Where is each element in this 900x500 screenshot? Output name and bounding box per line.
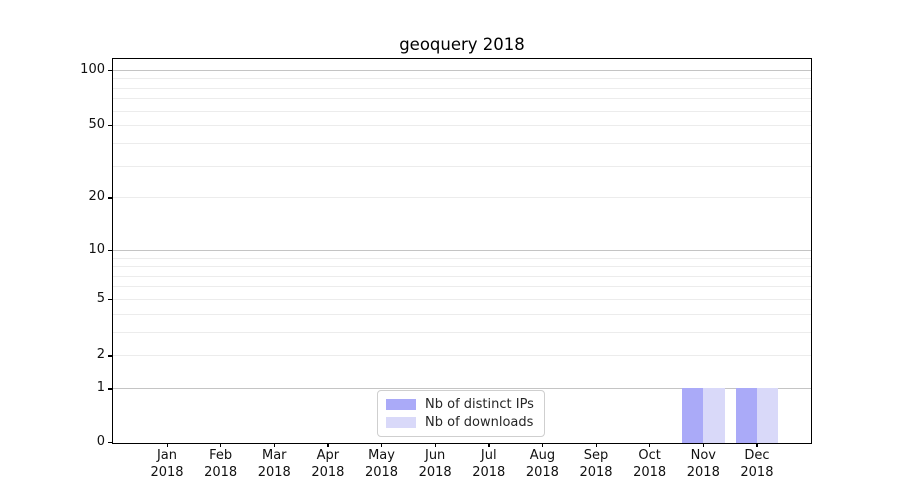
gridline-major: [113, 249, 811, 251]
legend-swatch-downloads: [386, 417, 416, 428]
gridline-minor: [113, 78, 811, 80]
gridline-major: [113, 388, 811, 390]
x-tick-label: Nov 2018: [686, 448, 720, 480]
y-tick-label: 1: [96, 380, 105, 396]
chart-title: geoquery 2018: [399, 35, 525, 54]
x-tick: [756, 443, 758, 447]
x-tick: [327, 443, 329, 447]
x-tick-label: Aug 2018: [525, 448, 559, 480]
gridline-minor: [113, 125, 811, 127]
bar-downloads: [703, 388, 725, 443]
y-tick: [108, 298, 112, 301]
x-tick-label: Mar 2018: [257, 448, 291, 480]
x-tick: [381, 443, 383, 447]
x-tick: [273, 443, 276, 447]
x-tick: [649, 443, 651, 447]
legend-row: Nb of downloads: [386, 414, 536, 431]
gridline-minor: [113, 87, 811, 89]
x-tick-label: May 2018: [364, 448, 399, 480]
bar-downloads: [756, 388, 779, 443]
y-tick-label: 0: [96, 434, 105, 449]
gridline-minor: [113, 142, 811, 144]
x-tick-label: Sep 2018: [579, 448, 613, 480]
y-tick: [108, 249, 112, 252]
x-tick: [488, 443, 490, 447]
y-tick-label: 10: [88, 241, 105, 257]
gridline-minor: [113, 331, 811, 333]
legend-label: Nb of downloads: [425, 415, 534, 430]
y-tick-label: 50: [88, 117, 105, 133]
legend-swatch-distinct-ips: [386, 399, 416, 410]
x-tick-label: Dec 2018: [740, 448, 774, 480]
x-tick: [166, 443, 168, 447]
gridline-minor: [113, 313, 811, 315]
y-tick: [108, 442, 112, 444]
y-tick-label: 20: [88, 189, 105, 205]
y-tick: [108, 388, 112, 390]
y-tick: [108, 355, 112, 357]
legend: Nb of distinct IPs Nb of downloads: [377, 390, 545, 437]
bar-distinct-ips: [735, 388, 757, 443]
x-tick-label: Feb 2018: [204, 448, 238, 480]
gridline-minor: [113, 98, 811, 100]
gridline-minor: [113, 110, 811, 112]
gridline-minor: [113, 286, 811, 288]
gridline-minor: [113, 355, 811, 357]
y-tick: [108, 125, 112, 127]
gridline-minor: [113, 266, 811, 268]
x-tick: [702, 443, 705, 447]
y-tick-label: 100: [80, 61, 105, 77]
x-tick-label: Jul 2018: [472, 448, 506, 480]
plot-area: [112, 58, 812, 444]
legend-row: Nb of distinct IPs: [386, 396, 536, 413]
gridline-minor: [113, 165, 811, 167]
x-tick: [434, 443, 436, 447]
gridline-minor: [113, 197, 811, 199]
gridline-major: [113, 69, 811, 71]
x-tick-label: Jan 2018: [150, 448, 184, 480]
y-tick-label: 5: [96, 290, 105, 306]
x-tick-label: Oct 2018: [633, 448, 667, 480]
x-tick: [220, 443, 222, 447]
x-tick: [541, 443, 544, 447]
y-tick: [108, 197, 112, 199]
gridline-minor: [113, 298, 811, 300]
gridline-minor: [113, 257, 811, 259]
bar-distinct-ips: [682, 388, 704, 443]
y-tick-label: 2: [96, 347, 105, 363]
x-tick-label: Apr 2018: [311, 448, 345, 480]
x-tick-label: Jun 2018: [418, 448, 452, 480]
legend-label: Nb of distinct IPs: [425, 397, 534, 412]
y-tick: [108, 69, 112, 71]
x-tick: [595, 443, 597, 447]
gridline-minor: [113, 275, 811, 277]
